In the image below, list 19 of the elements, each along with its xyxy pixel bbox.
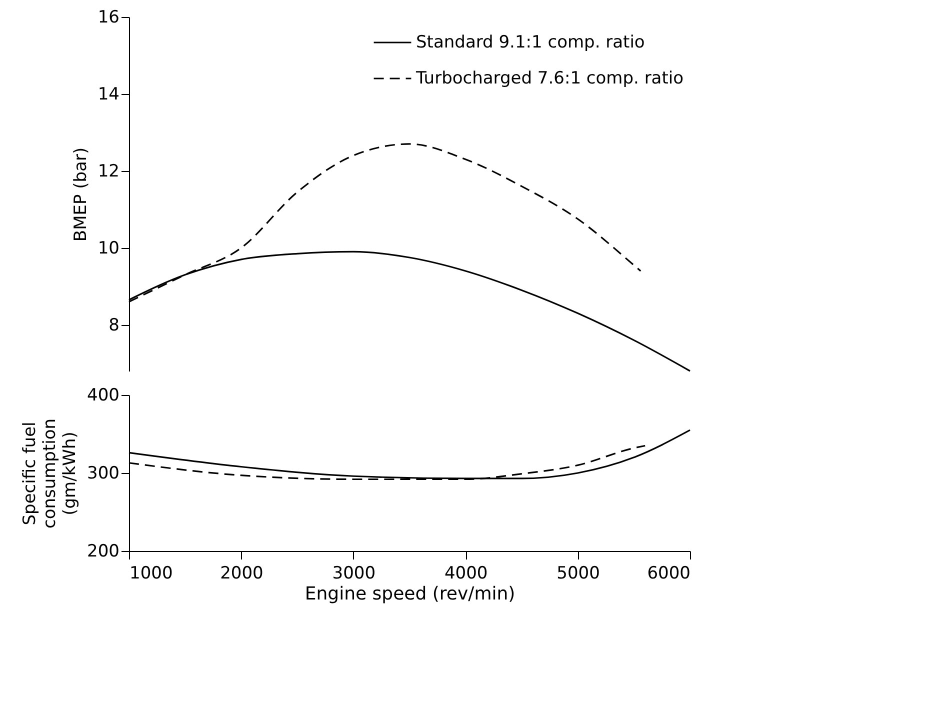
legend-label: Turbocharged 7.6:1 comp. ratio xyxy=(415,68,684,88)
x-axis-title: Engine speed (rev/min) xyxy=(304,584,516,604)
y-tick-label: 12 xyxy=(98,161,120,182)
y-tick-label: 200 xyxy=(87,542,120,562)
y-tick-label: 10 xyxy=(98,238,120,258)
y-tick-label: 300 xyxy=(87,464,120,484)
y-axis-title: BMEP (bar) xyxy=(70,147,91,242)
x-tick-label: 5000 xyxy=(556,564,600,584)
x-tick-label: 6000 xyxy=(647,564,690,584)
y-tick-label: 8 xyxy=(108,315,120,336)
x-tick-label: 1000 xyxy=(130,564,173,584)
y-axis-title: Specific fuel consumption (gm/kWh) xyxy=(20,418,80,529)
y-tick-label: 400 xyxy=(87,386,120,406)
y-tick-label: 14 xyxy=(98,84,120,104)
x-tick-label: 4000 xyxy=(444,564,488,584)
y-tick-label: 16 xyxy=(98,8,120,28)
x-tick-label: 2000 xyxy=(220,564,264,584)
legend-label: Standard 9.1:1 comp. ratio xyxy=(416,32,645,52)
x-tick-label: 3000 xyxy=(332,564,376,584)
